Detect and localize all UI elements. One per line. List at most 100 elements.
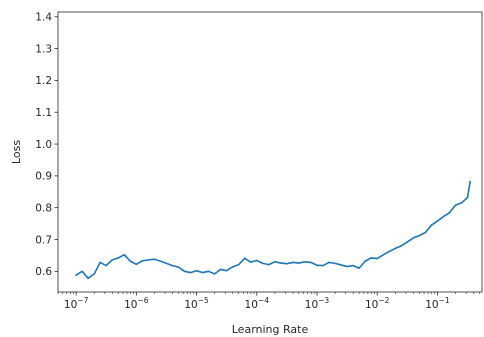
plot-area [58,12,482,292]
y-tick-label: 1.2 [35,75,52,87]
data-point [237,263,240,266]
x-tick-base: 10 [245,299,258,311]
data-point [171,264,174,267]
data-point [460,202,463,204]
data-point [141,260,144,262]
plot-frame [57,11,483,293]
y-tick-label: 1.1 [35,107,52,119]
data-point [262,262,264,265]
x-tick-base: 10 [425,299,438,311]
data-point [364,260,366,262]
data-point [298,262,300,264]
data-point [316,264,318,267]
data-point [469,180,471,183]
data-point [231,266,234,268]
x-tick-exponent: −6 [137,296,148,305]
data-point [75,274,77,276]
x-tick-base: 10 [184,299,197,311]
x-axis-ticks: 10−7 10−6 10−5 10−4 10−3 10−2 10−1 [57,292,480,311]
data-point [406,241,409,243]
data-point [334,262,336,265]
data-point [412,237,415,239]
data-point [183,270,186,273]
x-tick-exponent: −5 [198,296,209,305]
data-point [400,245,403,247]
data-point [466,196,469,199]
x-tick-label: 10−2 [365,296,390,311]
x-tick-label: 10−7 [64,296,89,311]
data-point [129,260,132,262]
y-tick-label: 0.9 [35,171,52,183]
data-point [225,269,228,272]
x-tick-exponent: −4 [258,296,269,305]
data-point [165,262,168,265]
y-tick-label: 0.7 [35,234,52,246]
data-point [267,263,270,266]
data-point [243,257,246,260]
data-point [99,261,101,264]
x-tick-exponent: −2 [378,296,389,305]
data-point [159,260,162,262]
data-point [328,261,330,264]
y-tick-label: 1.0 [35,139,52,151]
data-point [280,262,282,264]
data-point [213,273,216,275]
data-point [442,215,445,218]
data-point [436,220,439,222]
data-point [448,211,451,214]
data-point [153,258,156,261]
data-point [207,270,210,273]
data-point [219,268,222,271]
data-point [201,271,204,274]
data-point [147,259,150,261]
data-point [322,264,324,267]
data-point [177,266,180,268]
data-point [123,253,126,256]
data-point [388,250,390,253]
data-point [304,260,306,263]
data-point [394,247,397,250]
y-axis-label: Loss [10,140,23,164]
data-point [310,261,312,264]
data-point [418,234,421,237]
data-point [87,277,89,280]
data-point [346,265,348,268]
x-tick-base: 10 [124,299,137,311]
data-point [117,257,120,259]
data-point [286,262,288,265]
data-point [358,267,360,269]
data-point [189,271,192,274]
data-point [135,263,138,266]
series-layer [75,180,471,280]
data-point [424,231,427,234]
x-tick-label: 10−6 [124,296,149,311]
data-point [292,261,294,264]
data-point [81,270,83,273]
data-point [255,259,258,262]
y-tick-label: 1.4 [35,12,52,24]
data-point [111,259,114,261]
x-tick-label: 10−1 [425,296,450,311]
x-axis-label: Learning Rate [232,323,309,336]
x-tick-exponent: −3 [318,296,329,305]
x-tick-label: 10−3 [305,296,330,311]
y-axis-ticks: 0.6 0.7 0.8 0.9 1.0 1.1 1.2 1.3 1.4 [35,12,58,278]
data-point [105,264,108,267]
data-point [382,253,385,256]
y-tick-label: 0.6 [35,266,52,278]
x-tick-label: 10−5 [184,296,209,311]
y-tick-label: 0.8 [35,202,52,214]
y-tick-label: 1.3 [35,43,52,55]
data-point [274,260,276,263]
data-point [249,261,252,263]
data-point [93,273,96,275]
data-point [430,224,433,226]
data-point [370,257,372,259]
x-tick-base: 10 [365,299,378,311]
data-point [376,257,379,260]
x-tick-exponent: −7 [77,296,88,305]
x-tick-base: 10 [64,299,77,311]
x-tick-label: 10−4 [245,296,270,311]
x-tick-exponent: −1 [439,296,450,305]
